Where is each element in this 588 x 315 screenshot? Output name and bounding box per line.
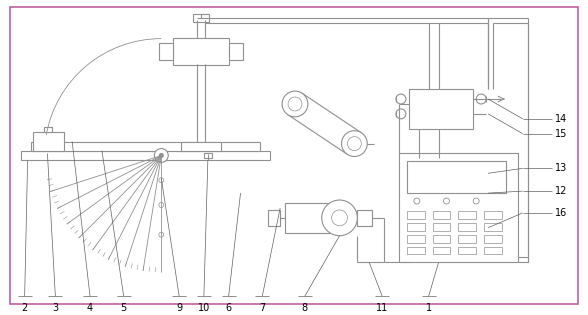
Text: 5: 5 <box>121 303 127 313</box>
Bar <box>407 161 506 193</box>
Text: 14: 14 <box>556 114 567 124</box>
Text: 6: 6 <box>226 303 232 313</box>
Bar <box>459 223 476 231</box>
Circle shape <box>332 210 348 226</box>
Circle shape <box>155 149 168 163</box>
Circle shape <box>282 91 308 117</box>
Circle shape <box>159 232 164 237</box>
Text: 3: 3 <box>52 303 58 313</box>
Bar <box>193 14 209 22</box>
Text: 4: 4 <box>87 303 93 313</box>
Circle shape <box>159 153 163 158</box>
Circle shape <box>396 94 406 104</box>
Text: 12: 12 <box>556 186 568 196</box>
Bar <box>433 223 450 231</box>
Text: 11: 11 <box>376 303 388 313</box>
Circle shape <box>322 200 358 236</box>
Text: 15: 15 <box>556 129 568 139</box>
Text: 10: 10 <box>198 303 210 313</box>
Circle shape <box>159 203 164 208</box>
Bar <box>409 89 473 129</box>
Bar <box>484 211 502 219</box>
Bar <box>45 127 52 132</box>
Bar <box>229 43 242 60</box>
Circle shape <box>342 131 368 157</box>
Bar <box>285 203 330 233</box>
Bar <box>159 43 173 60</box>
Circle shape <box>159 178 164 183</box>
Bar <box>407 235 425 243</box>
Text: 7: 7 <box>259 303 265 313</box>
Text: 1: 1 <box>426 303 432 313</box>
Circle shape <box>288 97 302 111</box>
Circle shape <box>476 94 486 104</box>
Bar <box>31 142 260 151</box>
Text: 13: 13 <box>556 163 567 173</box>
Bar <box>399 153 518 262</box>
Bar <box>484 235 502 243</box>
Text: 16: 16 <box>556 208 567 218</box>
Bar <box>407 211 425 219</box>
Circle shape <box>443 198 449 204</box>
Bar <box>459 211 476 219</box>
Bar <box>433 235 450 243</box>
Bar <box>21 151 270 160</box>
Circle shape <box>396 109 406 119</box>
Bar <box>32 132 64 151</box>
Bar <box>268 210 280 226</box>
Polygon shape <box>288 93 362 154</box>
Bar <box>433 247 450 255</box>
Bar <box>484 223 502 231</box>
Text: 2: 2 <box>22 303 28 313</box>
Bar <box>173 37 229 65</box>
Bar <box>459 235 476 243</box>
Bar <box>330 208 342 228</box>
Text: 9: 9 <box>176 303 182 313</box>
Bar <box>407 223 425 231</box>
Circle shape <box>473 198 479 204</box>
Bar <box>433 211 450 219</box>
Bar <box>459 247 476 255</box>
Bar <box>181 142 220 151</box>
Bar <box>204 153 212 158</box>
Text: 8: 8 <box>302 303 308 313</box>
Bar <box>358 210 372 226</box>
Bar <box>484 247 502 255</box>
Bar <box>407 247 425 255</box>
Circle shape <box>348 137 362 151</box>
Circle shape <box>414 198 420 204</box>
